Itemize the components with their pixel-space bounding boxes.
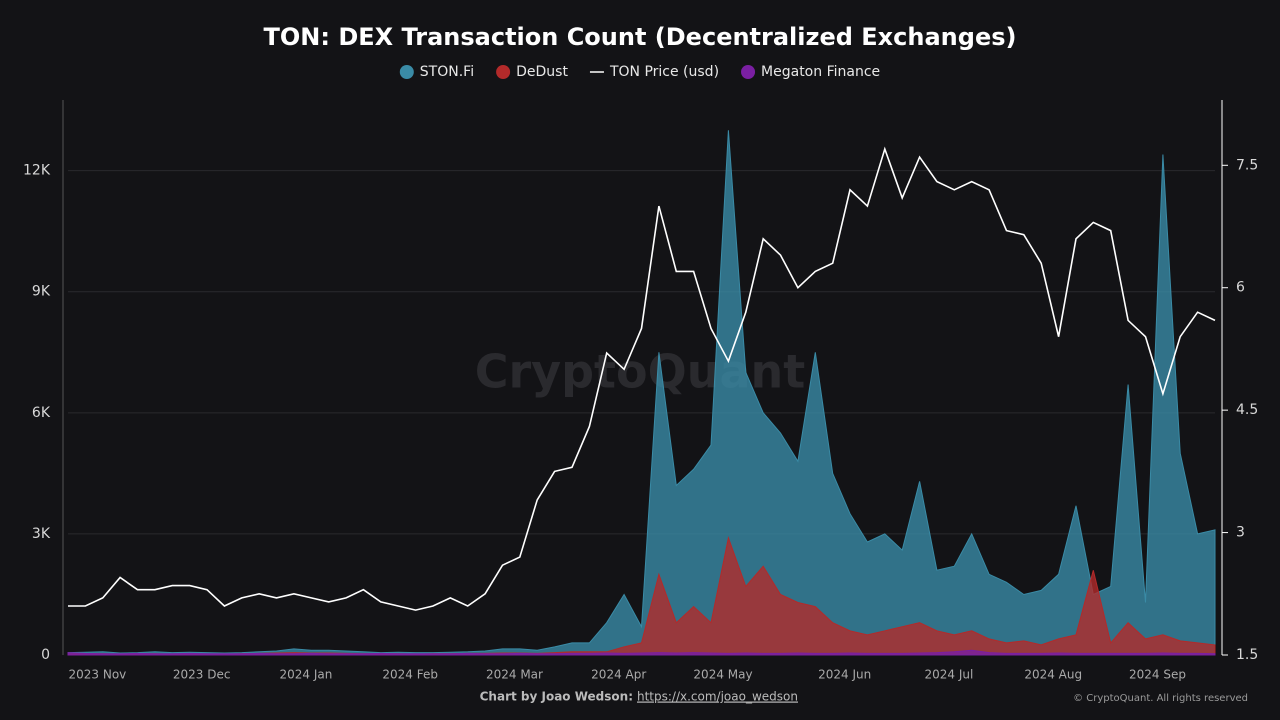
x-tick-label: 2024 Jan <box>279 668 332 682</box>
y2-tick-label: 6 <box>1236 280 1245 296</box>
y2-tick-label: 1.5 <box>1236 647 1258 663</box>
y-tick-label: 0 <box>41 647 50 663</box>
legend-symbol <box>741 65 756 79</box>
legend-label: Megaton Finance <box>761 64 880 80</box>
watermark: CryptoQuant <box>475 345 806 399</box>
y2-tick-label: 3 <box>1236 525 1245 541</box>
y2-tick-label: 7.5 <box>1236 157 1258 173</box>
credit-link[interactable]: https://x.com/joao_wedson <box>637 690 798 704</box>
y-tick-label: 9K <box>32 284 51 300</box>
y2-tick-label: 4.5 <box>1236 402 1258 418</box>
credit: Chart by Joao Wedson: <box>480 690 633 704</box>
legend-symbol <box>399 65 414 79</box>
legend-label: DeDust <box>516 64 568 80</box>
copyright: © CryptoQuant. All rights reserved <box>1073 693 1248 704</box>
legend-symbol <box>496 65 511 79</box>
x-tick-label: 2023 Dec <box>173 668 231 682</box>
area <box>67 649 1216 656</box>
y-tick-label: 12K <box>23 163 51 179</box>
y-tick-label: 3K <box>32 526 51 542</box>
x-tick-label: 2024 Aug <box>1024 668 1082 682</box>
line <box>68 146 1216 611</box>
legend: STON.Fi DeDust TON Price (usd) Megaton Fina… <box>399 64 880 80</box>
x-tick-label: 2024 Jun <box>818 668 871 682</box>
x-tick-label: 2024 Mar <box>486 668 543 682</box>
chart-title: TON: DEX Transaction Count (Decentralize… <box>264 23 1017 51</box>
x-tick-label: 2024 Jul <box>925 668 974 682</box>
y-tick-label: 6K <box>32 405 51 421</box>
x-tick-label: 2024 Sep <box>1129 668 1186 682</box>
x-tick-label: 2023 Nov <box>68 668 126 682</box>
legend-label: TON Price (usd) <box>609 64 719 80</box>
x-tick-label: 2024 May <box>693 668 752 682</box>
x-tick-label: 2024 Apr <box>591 668 646 682</box>
x-tick-label: 2024 Feb <box>382 668 438 682</box>
legend-label: STON.Fi <box>420 64 474 80</box>
